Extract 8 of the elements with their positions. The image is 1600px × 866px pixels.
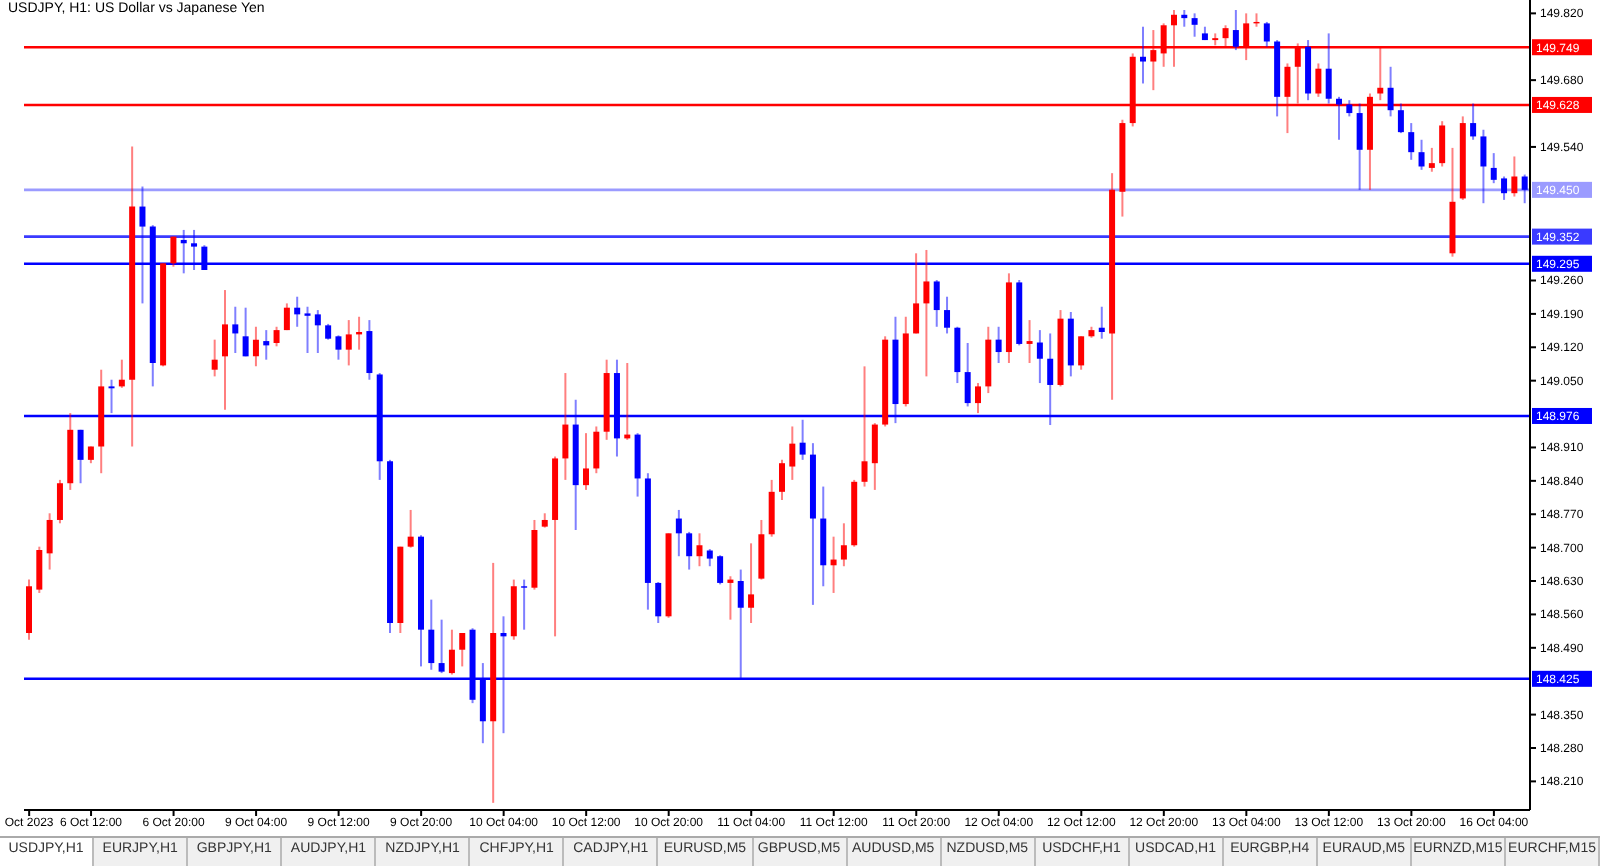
candlestick — [191, 229, 198, 270]
candlestick — [180, 229, 187, 274]
candlestick — [304, 306, 311, 353]
candlestick — [727, 576, 734, 620]
candlestick — [108, 379, 115, 414]
candlestick — [500, 616, 507, 734]
candlestick — [521, 579, 528, 630]
candlestick — [1026, 320, 1033, 364]
